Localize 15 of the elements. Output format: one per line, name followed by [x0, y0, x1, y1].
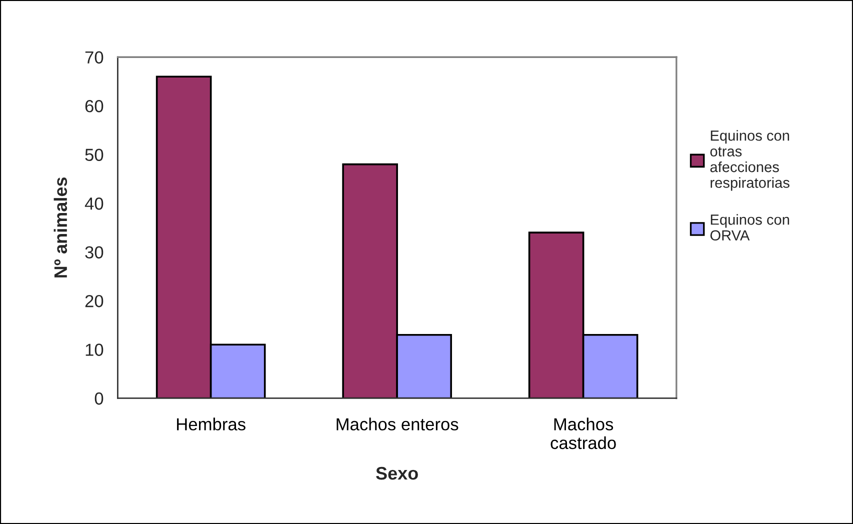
legend-label: Equinos con ORVA [710, 214, 790, 241]
x-tick-label: Machos enteros [336, 418, 458, 430]
legend-label: Equinos con otras afecciones respiratorias [710, 130, 790, 191]
y-tick-label: 70 [85, 51, 104, 64]
y-tick-label: 20 [85, 294, 104, 308]
y-tick-label: 50 [85, 148, 104, 162]
x-tick-label: Machos castrado [550, 418, 616, 450]
y-tick-label: 60 [85, 100, 104, 112]
y-axis-title: Nº animales [54, 177, 68, 278]
y-tick-label: 10 [86, 344, 104, 356]
x-axis-title: Sexo [376, 466, 418, 480]
y-tick-label: 0 [94, 392, 104, 405]
y-tick-label: 30 [85, 246, 104, 259]
x-tick-label: Hembras [177, 418, 246, 430]
y-tick-label: 40 [84, 197, 104, 210]
